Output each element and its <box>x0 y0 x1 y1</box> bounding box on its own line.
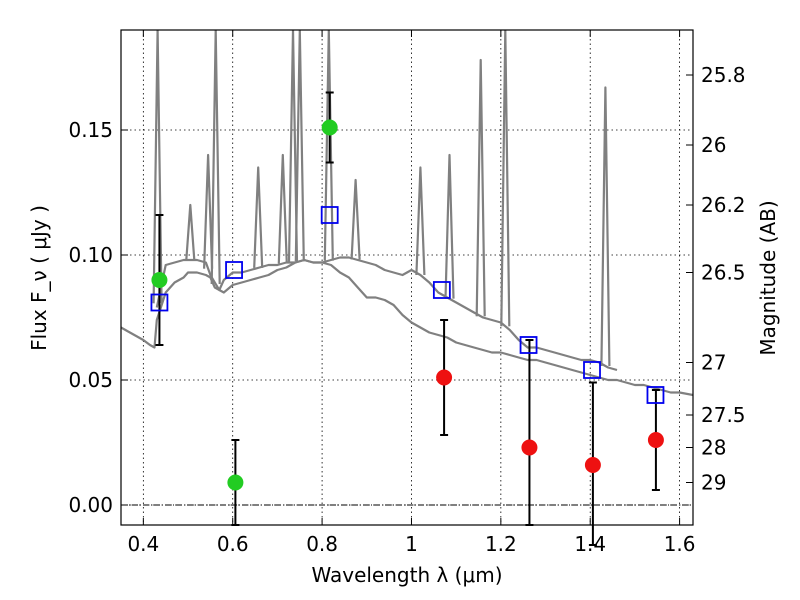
infrared-points <box>436 369 664 473</box>
emission-line <box>185 203 196 261</box>
y2-tick-label: 25.8 <box>701 63 746 87</box>
x-tick-label: 1.4 <box>574 532 606 556</box>
y-ticks: 0.00 0.05 0.10 0.15 <box>68 118 128 517</box>
emission-line <box>253 166 264 268</box>
y-tick-label: 0.05 <box>68 368 113 392</box>
x-ticks: 0.4 0.6 0.8 1 1.2 1.4 1.6 <box>127 30 696 556</box>
emission-line <box>210 30 221 285</box>
y2-ticks: 25.8 26 26.2 26.5 27 27.5 28 29 <box>686 63 746 495</box>
y2-tick-label: 29 <box>701 471 726 495</box>
model-points <box>150 206 665 404</box>
emission-line <box>294 30 305 262</box>
emission-line <box>203 153 214 269</box>
x-tick-label: 1 <box>405 532 418 556</box>
model-square <box>583 361 601 379</box>
emission-line <box>287 30 299 263</box>
y2-axis-label: Magnitude (AB) <box>756 200 780 355</box>
emission-line <box>500 30 511 327</box>
spectrum-lower-line <box>121 258 693 397</box>
emission-line <box>600 86 611 367</box>
x-tick-label: 0.8 <box>306 532 338 556</box>
y-axis-label: Flux F_ν ( μJy ) <box>27 205 51 351</box>
model-square <box>320 206 339 224</box>
y2-tick-label: 26.2 <box>701 193 746 217</box>
emission-line <box>277 153 288 264</box>
emission-line <box>323 30 334 261</box>
infrared-point <box>584 457 601 473</box>
optical-point <box>321 119 338 136</box>
emission-line <box>444 153 455 299</box>
optical-points <box>151 119 338 491</box>
x-tick-label: 1.2 <box>485 532 517 556</box>
y-tick-label: 0.10 <box>68 243 113 267</box>
y-tick-label: 0.15 <box>68 118 113 142</box>
x-axis-label: Wavelength λ (μm) <box>311 563 502 587</box>
y2-tick-label: 27.5 <box>701 403 746 427</box>
emission-line <box>415 166 426 276</box>
optical-point <box>227 474 244 491</box>
model-square <box>225 261 243 279</box>
infrared-point <box>647 432 664 448</box>
emission-line <box>475 58 486 317</box>
y2-tick-label: 26.5 <box>701 261 746 285</box>
plot-frame <box>120 29 694 526</box>
model-square <box>519 336 538 354</box>
model-square <box>646 386 665 404</box>
emission-line <box>350 178 361 260</box>
x-tick-label: 0.6 <box>217 532 249 556</box>
x-tick-label: 1.6 <box>664 532 696 556</box>
model-square <box>432 281 451 299</box>
x-tick-label: 0.4 <box>127 532 159 556</box>
infrared-point <box>521 439 538 456</box>
infrared-point <box>436 369 453 386</box>
y2-tick-label: 26 <box>701 133 726 157</box>
optical-point <box>151 272 168 288</box>
emission-line <box>152 30 163 304</box>
model-square <box>150 293 169 312</box>
y2-tick-label: 28 <box>701 436 726 460</box>
y2-tick-label: 27 <box>701 351 726 375</box>
y-tick-label: 0.00 <box>68 493 113 517</box>
